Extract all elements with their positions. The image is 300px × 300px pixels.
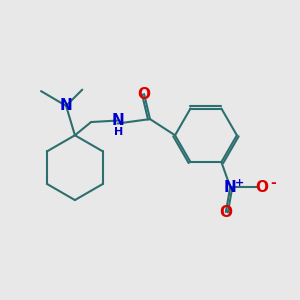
Text: +: + bbox=[235, 178, 244, 188]
Text: O: O bbox=[219, 205, 232, 220]
Text: N: N bbox=[111, 113, 124, 128]
Text: N: N bbox=[60, 98, 73, 113]
Text: O: O bbox=[138, 87, 151, 102]
Text: O: O bbox=[255, 180, 268, 195]
Text: H: H bbox=[115, 127, 124, 137]
Text: -: - bbox=[270, 176, 276, 190]
Text: N: N bbox=[224, 180, 237, 195]
